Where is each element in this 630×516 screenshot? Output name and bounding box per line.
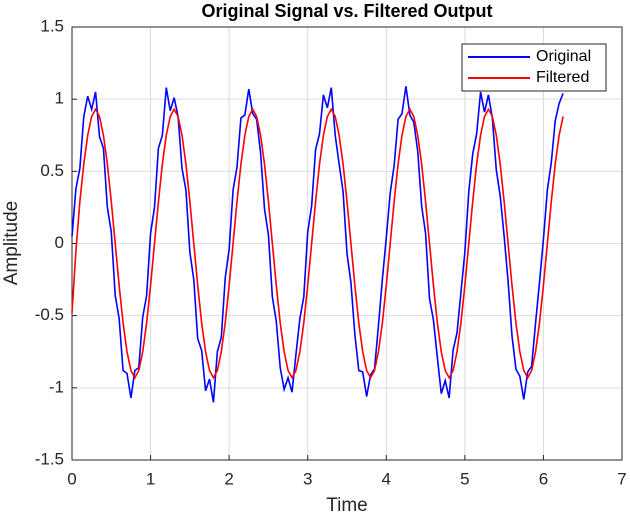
- legend-label: Filtered: [536, 69, 589, 86]
- plot-frame: [71, 26, 623, 461]
- x-tick-label: 3: [303, 469, 312, 488]
- x-tick-label: 6: [539, 469, 548, 488]
- chart-title: Original Signal vs. Filtered Output: [201, 1, 492, 21]
- x-tick-label: 0: [67, 469, 76, 488]
- y-tick-label: 1.5: [40, 16, 64, 35]
- y-tick-label: 0.5: [40, 161, 64, 180]
- x-tick-label: 2: [224, 469, 233, 488]
- legend-box: [461, 43, 607, 92]
- series-line: [71, 86, 564, 403]
- y-tick-label: 0: [55, 233, 64, 252]
- y-tick-label: -1: [49, 377, 64, 396]
- x-tick-label: 5: [460, 469, 469, 488]
- y-tick-label: -0.5: [35, 305, 64, 324]
- x-tick-label: 1: [146, 469, 155, 488]
- x-tick-label: 4: [382, 469, 391, 488]
- x-tick-label: 7: [617, 469, 626, 488]
- y-tick-label: -1.5: [35, 449, 64, 468]
- y-tick-label: 1: [55, 89, 64, 108]
- legend-label: Original: [536, 48, 591, 65]
- y-axis-label: Amplitude: [1, 201, 22, 286]
- x-axis-label: Time: [326, 495, 368, 516]
- series-line: [71, 107, 564, 380]
